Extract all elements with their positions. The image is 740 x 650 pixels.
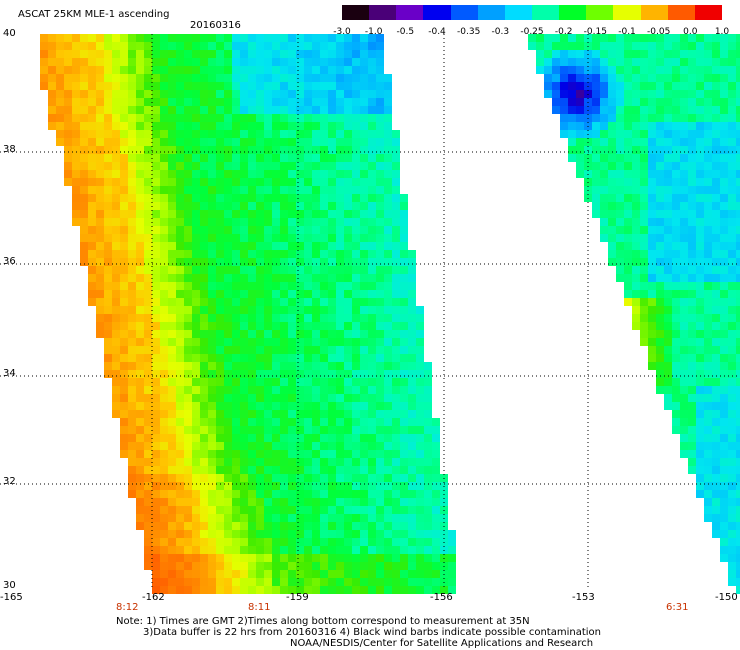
- colorbar-tick-label: -1.0: [364, 27, 383, 37]
- note-line-2: 3)Data buffer is 22 hrs from 20160316 4)…: [143, 627, 601, 638]
- lat-label-32: 32: [3, 476, 16, 487]
- colorbar-tick-label: -0.05: [647, 27, 671, 37]
- colorbar-cell: [369, 5, 397, 20]
- colorbar-tick-label: -0.4: [428, 27, 446, 37]
- lon-label-150: -150: [715, 592, 738, 603]
- colorbar-cell: [532, 5, 560, 20]
- colorbar-tick-label: -0.3: [491, 27, 510, 37]
- colorbar-cell: [586, 5, 614, 20]
- lat-label-38: 38: [3, 144, 16, 155]
- note-line-1: Note: 1) Times are GMT 2)Times along bot…: [116, 616, 530, 627]
- lat-label-30: 30: [3, 580, 16, 591]
- colorbar-tick-label: -3.0: [333, 27, 351, 37]
- left-swath-image: [40, 34, 456, 594]
- colorbar-cell: [342, 5, 370, 20]
- note-line-3: NOAA/NESDIS/Center for Satellite Applica…: [290, 638, 594, 649]
- time-label-1: 8:12: [116, 602, 139, 613]
- map-title: ASCAT 25KM MLE-1 ascending: [18, 9, 170, 20]
- colorbar-cell: [667, 5, 696, 20]
- colorbar-cell: [640, 5, 669, 20]
- map-date: 20160316: [190, 20, 241, 31]
- colorbar-tick-label: -0.25: [520, 27, 544, 37]
- lat-label-40: 40: [3, 28, 16, 39]
- colorbar-tick-label: -0.35: [457, 27, 481, 37]
- colorbar-tick-label: -0.2: [554, 27, 573, 37]
- lon-label-153: -153: [572, 592, 595, 603]
- colorbar-cell: [559, 5, 587, 20]
- colorbar-tick-label: -0.1: [618, 27, 636, 37]
- lat-label-36: 36: [3, 256, 16, 267]
- colorbar-cell: [477, 5, 506, 20]
- right-swath-image: [528, 34, 740, 594]
- colorbar-cell: [613, 5, 642, 20]
- colorbar-tick-label: -0.15: [583, 27, 607, 37]
- lat-label-34: 34: [3, 368, 16, 379]
- colorbar-cell: [504, 5, 533, 20]
- colorbar-cell: [450, 5, 479, 20]
- swath-map: [0, 34, 740, 594]
- colorbar-cell: [396, 5, 424, 20]
- lon-label-162: -162: [142, 592, 165, 603]
- lat-lon-grid: [0, 34, 740, 590]
- colorbar-cell: [423, 5, 452, 20]
- colorbar-cell: [694, 5, 723, 20]
- colorbar-tick-label: -0.5: [396, 27, 415, 37]
- lon-label-156: -156: [430, 592, 453, 603]
- time-label-3: 6:31: [666, 602, 689, 613]
- colorbar-tick-label: 0.0: [683, 27, 698, 37]
- time-label-2: 8:11: [248, 602, 271, 613]
- lon-label-165: -165: [0, 592, 23, 603]
- lon-label-159: -159: [286, 592, 309, 603]
- colorbar-tick-label: 1.0: [714, 27, 730, 37]
